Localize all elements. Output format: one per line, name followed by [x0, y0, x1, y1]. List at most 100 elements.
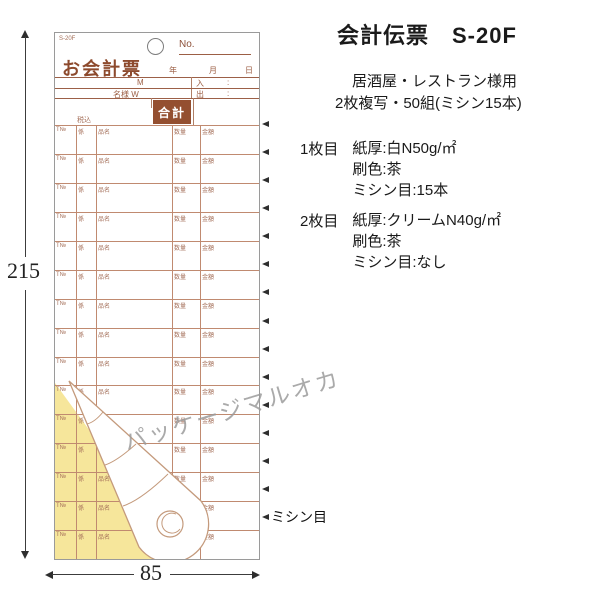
row-cell-col1: T№ [55, 212, 77, 241]
header-line-2 [55, 88, 259, 89]
row-cell-col1: T№ [55, 154, 77, 183]
cell-label: 品名 [98, 535, 111, 542]
cell-label: 係 [78, 130, 85, 136]
cell-label: 数量 [174, 506, 187, 513]
punch-hole [147, 38, 164, 55]
row-cell-amount: 金額 [201, 242, 259, 270]
header-line-3 [55, 98, 259, 99]
header-line-1 [55, 77, 259, 78]
time-in-colon: : [227, 78, 230, 87]
cell-label: T№ [56, 242, 67, 249]
height-dimension-value: 215 [7, 258, 40, 283]
row-cell-col2: 係 [77, 212, 97, 241]
cell-label: 品名 [98, 303, 111, 310]
cell-label: 品名 [98, 361, 111, 368]
cell-label: 数量 [174, 448, 187, 455]
row-cell-amount: 金額 [201, 184, 259, 212]
cell-label: 金額 [202, 274, 215, 281]
row-cell-name: 品名 [97, 357, 173, 386]
cell-label: 品名 [98, 390, 111, 397]
row-cell-col1: T№ [55, 328, 77, 357]
perforation-arrow [262, 289, 269, 295]
receipt-cell-right [193, 98, 194, 125]
perforation-arrow [262, 205, 269, 211]
row-cell-amount: 金額 [201, 502, 259, 530]
row-cell-col2: 係 [77, 154, 97, 183]
row-cell-col1: T№ [55, 502, 77, 531]
item-row: T№ 係 品名 数量 金額 [55, 182, 259, 212]
row-cell-name: 品名 [97, 154, 173, 183]
perforation-arrow [262, 121, 269, 127]
row-cell-col2: 係 [77, 444, 97, 473]
perforation-arrow [262, 458, 269, 464]
spec-sheet-2-paper: 紙厚:クリームN40g/㎡ [352, 212, 502, 229]
cell-label: T№ [56, 503, 67, 510]
cell-label: T№ [56, 416, 67, 423]
product-subtitle-1: 居酒屋・レストラン様用 [352, 73, 518, 90]
row-cell-amount: 金額 [201, 531, 259, 559]
row-cell-col1: T№ [55, 241, 77, 270]
spec-sheet-2-perforation: ミシン目:なし [352, 254, 447, 271]
spec-sheet-1-label: 1枚目 [300, 141, 339, 158]
row-cell-col2: 係 [77, 357, 97, 386]
no-underline [179, 54, 251, 55]
cell-label: 金額 [202, 448, 215, 455]
cell-label: 係 [78, 158, 85, 165]
spec-sheet-1-perforation: ミシン目:15本 [352, 182, 449, 199]
cell-label: 係 [78, 361, 85, 368]
cell-label: 数量 [174, 216, 187, 223]
product-title: 会計伝票 S-20F [337, 23, 517, 48]
row-cell-qty: 数量 [173, 299, 201, 328]
row-cell-qty: 数量 [173, 126, 201, 154]
dimension-line-vertical-top [25, 37, 26, 257]
cell-label: T№ [56, 271, 67, 278]
dimension-line-horizontal-left [52, 574, 134, 575]
row-cell-qty: 数量 [173, 357, 201, 386]
row-cell-name: 品名 [97, 531, 173, 559]
row-cell-qty: 数量 [173, 212, 201, 241]
perforation-arrow [262, 430, 269, 436]
cell-label: 金額 [202, 158, 215, 165]
row-cell-col2: 係 [77, 328, 97, 357]
cell-label: T№ [56, 329, 67, 336]
cell-label: 係 [78, 477, 85, 484]
perforation-arrow [262, 486, 269, 492]
dimension-arrow-down [21, 551, 29, 559]
cell-label: 係 [78, 303, 85, 310]
cell-label: 品名 [98, 274, 111, 281]
perforation-arrow [262, 149, 269, 155]
spec-sheet-1-paper: 紙厚:白N50g/㎡ [352, 140, 457, 157]
row-cell-amount: 金額 [201, 473, 259, 501]
cell-label: 金額 [202, 130, 215, 136]
perforation-label: ミシン目 [271, 509, 327, 525]
row-cell-col2: 係 [77, 386, 97, 415]
cell-label: 品名 [98, 245, 111, 252]
row-cell-col1: T№ [55, 270, 77, 299]
cell-label: 係 [78, 332, 85, 339]
cell-label: 数量 [174, 187, 187, 194]
row-cell-col1: T№ [55, 126, 77, 154]
cell-label: 品名 [98, 216, 111, 223]
date-month-label: 月 [209, 66, 217, 75]
no-label: No. [179, 39, 195, 50]
item-row: T№ 係 品名 数量 金額 [55, 327, 259, 357]
cell-label: 金額 [202, 245, 215, 252]
row-cell-qty: 数量 [173, 183, 201, 212]
date-day-label: 日 [245, 66, 253, 75]
time-out-colon: : [227, 89, 230, 98]
row-cell-col1: T№ [55, 357, 77, 386]
row-cell-amount: 金額 [201, 300, 259, 328]
row-cell-name: 品名 [97, 270, 173, 299]
row-cell-name: 品名 [97, 299, 173, 328]
row-cell-col1: T№ [55, 415, 77, 444]
perforation-arrow [262, 402, 269, 408]
cell-label: 金額 [202, 477, 215, 484]
item-row: T№ 係 品名 数量 金額 [55, 356, 259, 386]
cell-label: 係 [78, 535, 85, 542]
cell-label: 係 [78, 390, 85, 397]
row-cell-col2: 係 [77, 531, 97, 559]
row-cell-name: 品名 [97, 328, 173, 357]
row-cell-col2: 係 [77, 183, 97, 212]
row-cell-amount: 金額 [201, 444, 259, 472]
cell-label: 数量 [174, 332, 187, 339]
